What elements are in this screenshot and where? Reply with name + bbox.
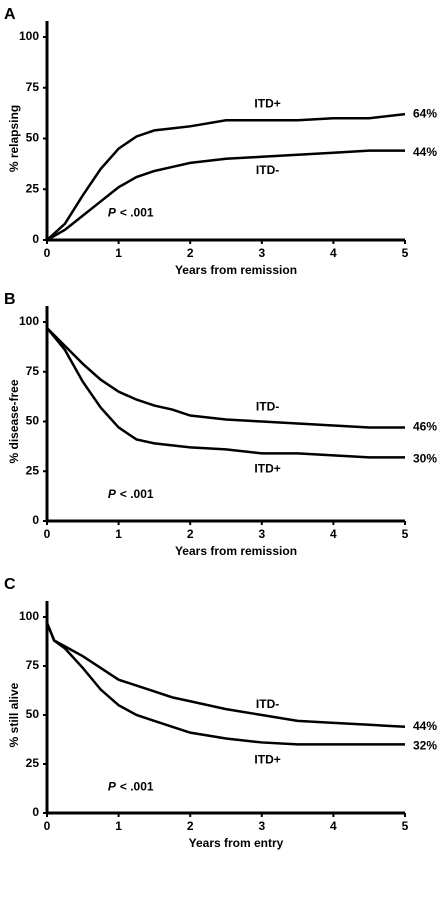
y-tick-label: 50 (26, 707, 40, 721)
x-tick-label: 2 (187, 819, 194, 833)
survival-curve (46, 112, 406, 241)
p-value: P < .001 (108, 206, 154, 220)
y-axis-label: % disease-free (7, 379, 21, 463)
end-label: 64% (413, 106, 437, 120)
end-label: 44% (413, 719, 437, 733)
y-axis-label: % relapsing (7, 105, 21, 172)
panel-letter: C (4, 576, 16, 593)
x-tick-label: 3 (258, 819, 265, 833)
y-tick-label: 100 (19, 609, 39, 623)
panel-letter: A (4, 6, 16, 23)
x-tick-label: 1 (115, 527, 122, 541)
x-tick-label: 0 (44, 246, 51, 260)
x-tick-label: 1 (115, 246, 122, 260)
series-label: ITD+ (254, 96, 280, 110)
x-tick-label: 4 (330, 527, 337, 541)
series-label: ITD+ (254, 753, 280, 767)
y-tick-label: 50 (26, 414, 40, 428)
panel-letter: B (4, 291, 16, 308)
p-text: < .001 (120, 206, 154, 220)
x-tick-label: 5 (402, 819, 409, 833)
series-label: ITD- (256, 697, 279, 711)
x-axis-label: Years from remission (175, 544, 297, 558)
survival-curve (45, 622, 405, 746)
series-label: ITD- (256, 400, 279, 414)
x-tick-label: 5 (402, 246, 409, 260)
y-tick-label: 0 (32, 513, 39, 527)
x-axis-label: Years from remission (175, 263, 297, 277)
p-symbol: P (108, 780, 117, 794)
series-label: ITD+ (254, 462, 280, 476)
p-value: P < .001 (108, 780, 154, 794)
y-tick-label: 25 (26, 181, 40, 195)
y-tick-label: 25 (26, 463, 40, 477)
x-tick-label: 4 (330, 246, 337, 260)
y-tick-label: 75 (26, 658, 40, 672)
survival-curve (46, 327, 405, 429)
p-symbol: P (108, 487, 117, 501)
y-tick-label: 50 (26, 131, 40, 145)
y-tick-label: 0 (32, 805, 39, 819)
y-tick-label: 100 (19, 314, 39, 328)
survival-curve (45, 622, 406, 729)
x-tick-label: 3 (258, 246, 265, 260)
p-text: < .001 (120, 487, 154, 501)
p-symbol: P (108, 206, 117, 220)
y-tick-label: 0 (32, 232, 39, 246)
y-axis-label: % still alive (7, 682, 21, 747)
end-label: 46% (413, 420, 437, 434)
x-tick-label: 2 (187, 246, 194, 260)
p-value: P < .001 (108, 487, 154, 501)
p-text: < .001 (120, 780, 154, 794)
end-label: 30% (413, 451, 437, 465)
x-tick-label: 2 (187, 527, 194, 541)
y-tick-label: 75 (26, 364, 40, 378)
y-tick-label: 75 (26, 80, 40, 94)
survival-curve (46, 149, 405, 242)
x-tick-label: 0 (44, 527, 51, 541)
y-tick-label: 100 (19, 29, 39, 43)
x-tick-label: 3 (258, 527, 265, 541)
end-label: 32% (413, 739, 437, 753)
x-tick-label: 0 (44, 819, 51, 833)
survival-curve (46, 327, 405, 459)
x-tick-label: 1 (115, 819, 122, 833)
x-tick-label: 5 (402, 527, 409, 541)
y-tick-label: 25 (26, 756, 40, 770)
x-tick-label: 4 (330, 819, 337, 833)
x-axis-label: Years from entry (189, 836, 284, 850)
end-label: 44% (413, 145, 437, 159)
series-label: ITD- (256, 163, 279, 177)
